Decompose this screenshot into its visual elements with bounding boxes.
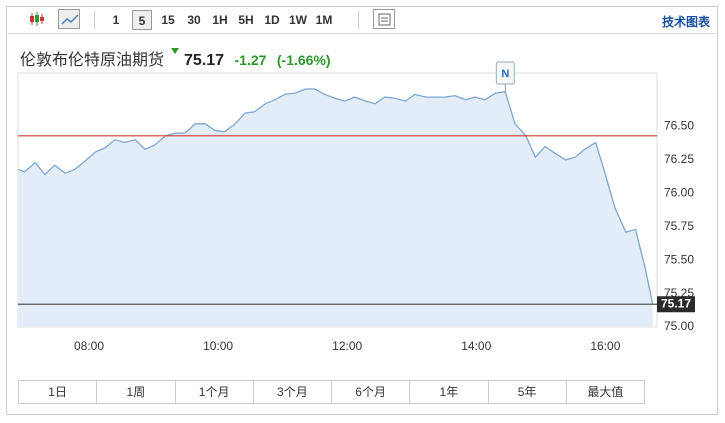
last-price-label: 75.17 [661, 296, 691, 310]
quote-header: 伦敦布伦特原油期货 75.17 -1.27 (-1.66%) [20, 46, 337, 70]
candlestick-icon[interactable] [26, 9, 48, 29]
y-tick-label: 75.25 [664, 286, 694, 300]
interval-button[interactable]: 1H [212, 13, 228, 27]
y-tick-label: 75.75 [664, 219, 694, 233]
x-tick-label: 14:00 [461, 339, 491, 353]
range-button[interactable]: 1年 [410, 381, 489, 403]
annotation-label: N [501, 68, 509, 80]
interval-button[interactable]: 1M [315, 13, 333, 27]
range-bar: 1日 1周 1个月 3个月 6个月 1年 5年 最大值 [18, 380, 645, 404]
annotation-box [495, 61, 515, 85]
technical-chart-link[interactable]: 技术图表 [661, 15, 710, 29]
separator [94, 11, 95, 29]
y-tick-label: 75.50 [664, 252, 694, 266]
interval-button[interactable]: 30 [187, 13, 201, 27]
y-tick-label: 76.00 [664, 185, 694, 199]
line-chart-icon[interactable] [58, 9, 80, 29]
separator [358, 11, 359, 29]
range-button[interactable]: 6个月 [332, 381, 411, 403]
range-button[interactable]: 1周 [97, 381, 176, 403]
range-button[interactable]: 1个月 [176, 381, 254, 403]
interval-button[interactable]: 1W [289, 13, 307, 27]
y-tick-label: 76.25 [664, 152, 694, 166]
interval-button[interactable]: 1D [264, 13, 280, 27]
x-tick-label: 12:00 [332, 339, 362, 353]
y-tick-label: 75.00 [664, 319, 694, 333]
y-tick-label: 76.50 [664, 119, 694, 133]
change: -1.27 [234, 52, 267, 68]
interval-button[interactable]: 5 [132, 10, 152, 30]
interval-group: 1 5 15 30 1H 5H 1D 1W 1M [106, 10, 340, 30]
range-button[interactable]: 5年 [489, 381, 567, 403]
toolbar: 1 5 15 30 1H 5H 1D 1W 1M 技术图表 [6, 6, 718, 34]
x-tick-label: 16:00 [590, 339, 620, 353]
range-button[interactable]: 3个月 [254, 381, 332, 403]
instrument-name: 伦敦布伦特原油期货 [20, 52, 165, 69]
range-button[interactable]: 1日 [19, 381, 98, 403]
interval-button[interactable]: 5H [238, 13, 254, 27]
x-tick-label: 10:00 [203, 339, 233, 353]
last-price-tag [657, 296, 695, 313]
x-tick-label: 08:00 [74, 339, 104, 353]
table-icon[interactable] [373, 9, 395, 29]
price-line [17, 88, 654, 305]
range-button[interactable]: 最大值 [587, 385, 624, 399]
widget-frame [6, 6, 718, 415]
interval-button[interactable]: 15 [161, 13, 175, 27]
area [18, 89, 653, 327]
change-percent: (-1.66%) [276, 52, 331, 68]
price: 75.17 [184, 52, 225, 69]
interval-button[interactable]: 1 [112, 13, 120, 27]
down-arrow [171, 48, 180, 54]
